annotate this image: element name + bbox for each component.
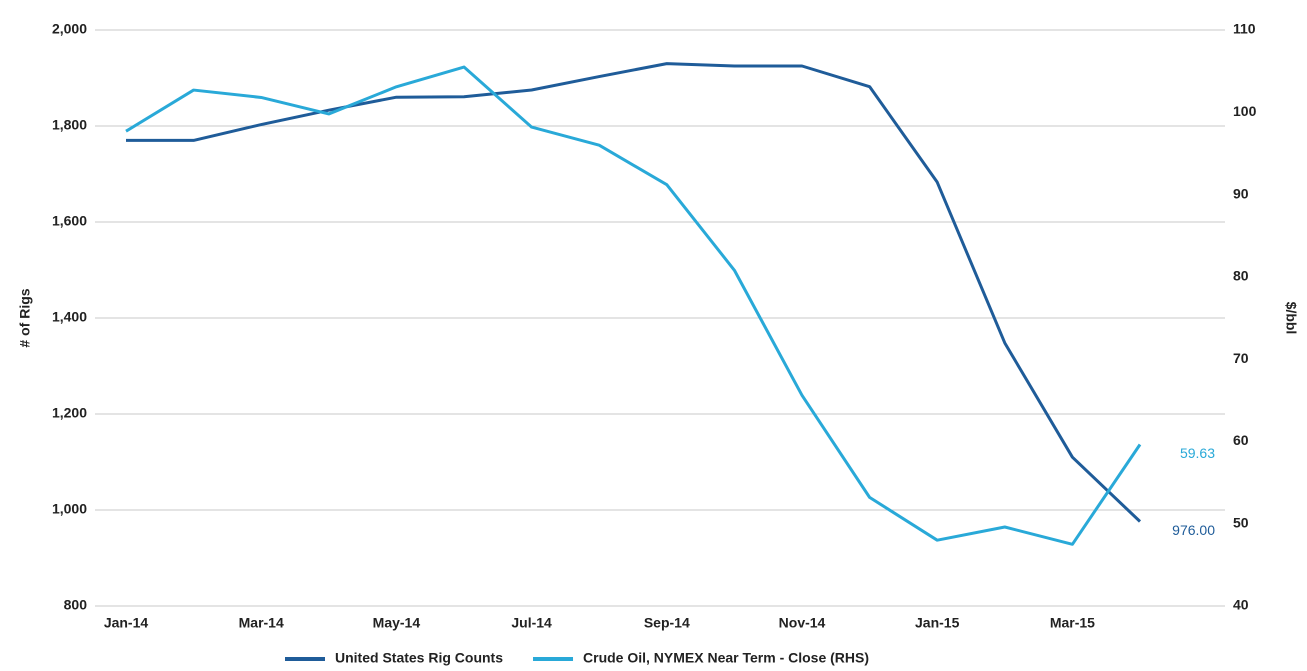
y-tick-label: 1,800 xyxy=(52,117,87,133)
y2-tick-label: 110 xyxy=(1233,21,1256,37)
x-tick-label: May-14 xyxy=(373,615,421,631)
x-tick-label: Nov-14 xyxy=(779,615,826,631)
x-tick-label: Sep-14 xyxy=(644,615,690,631)
y2-axis-label: $/bbl xyxy=(1283,302,1299,335)
y2-tick-label: 40 xyxy=(1233,597,1249,613)
x-tick-label: Jan-15 xyxy=(915,615,960,631)
legend-label: Crude Oil, NYMEX Near Term - Close (RHS) xyxy=(583,650,869,666)
y-tick-label: 1,400 xyxy=(52,309,87,325)
value-label: 59.63 xyxy=(1180,445,1215,461)
y2-tick-label: 60 xyxy=(1233,432,1249,448)
y2-tick-label: 50 xyxy=(1233,514,1249,530)
x-tick-label: Jul-14 xyxy=(511,615,552,631)
y2-tick-label: 100 xyxy=(1233,103,1257,119)
y-tick-label: 1,000 xyxy=(52,501,87,517)
y-tick-label: 1,600 xyxy=(52,213,87,229)
y2-tick-label: 80 xyxy=(1233,268,1249,284)
y-tick-label: 800 xyxy=(64,597,88,613)
series-line xyxy=(126,62,1142,523)
x-tick-label: Jan-14 xyxy=(104,615,149,631)
legend-label: United States Rig Counts xyxy=(335,650,503,666)
y2-tick-label: 90 xyxy=(1233,185,1249,201)
y-axis-label: # of Rigs xyxy=(17,288,33,347)
value-label: 976.00 xyxy=(1172,522,1215,538)
y-tick-label: 1,200 xyxy=(52,405,87,421)
series-line xyxy=(125,65,1142,546)
x-tick-label: Mar-14 xyxy=(239,615,284,631)
x-tick-label: Mar-15 xyxy=(1050,615,1095,631)
y-tick-label: 2,000 xyxy=(52,21,87,37)
y2-tick-label: 70 xyxy=(1233,350,1249,366)
